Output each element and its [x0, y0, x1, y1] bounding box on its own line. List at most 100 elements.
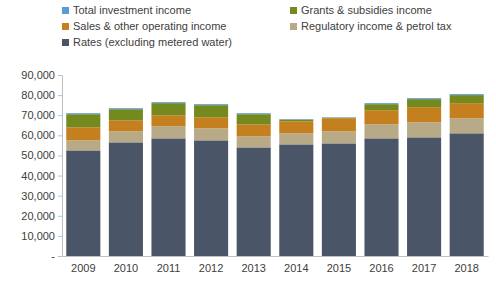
x-tick-label: 2010 — [114, 262, 138, 274]
x-tick-label: 2015 — [327, 262, 351, 274]
bar — [322, 131, 356, 143]
y-tick-label: 20,000 — [21, 210, 55, 222]
y-tick-label: 30,000 — [21, 190, 55, 202]
x-tick-label: 2017 — [412, 262, 436, 274]
bar — [66, 114, 100, 127]
bar — [364, 124, 398, 138]
series — [66, 95, 483, 127]
y-tick: 10,000 — [21, 230, 62, 242]
bar — [279, 121, 313, 133]
y-tick: 40,000 — [21, 170, 62, 182]
bar — [322, 117, 356, 118]
y-tick-mark — [58, 75, 62, 76]
bar — [151, 126, 185, 138]
x-tick: 2015 — [327, 262, 351, 274]
bar — [279, 120, 313, 122]
x-tick-label: 2014 — [284, 262, 308, 274]
y-tick-mark — [58, 256, 62, 257]
x-tick-label: 2018 — [454, 262, 478, 274]
bar — [109, 120, 143, 131]
y-tick-label: 50,000 — [21, 149, 55, 161]
bar — [109, 108, 143, 109]
bar — [66, 127, 100, 140]
bar — [364, 138, 398, 256]
y-tick: 70,000 — [21, 109, 62, 121]
bar — [450, 95, 484, 103]
bar — [109, 142, 143, 256]
x-tick: 2018 — [454, 262, 478, 274]
bar — [407, 137, 441, 256]
y-tick-mark — [58, 135, 62, 136]
x-tick-label: 2011 — [157, 262, 181, 274]
series — [66, 94, 483, 120]
legend: Total investment incomeGrants & subsidie… — [62, 4, 452, 48]
y-tick-mark — [58, 196, 62, 197]
legend-label: Regulatory income & petrol tax — [301, 20, 452, 32]
x-tick: 2010 — [114, 262, 138, 274]
bar — [407, 122, 441, 137]
y-tick: 90,000 — [21, 69, 62, 81]
y-tick-label: 90,000 — [21, 69, 55, 81]
bar — [194, 140, 228, 256]
bar — [450, 133, 484, 256]
y-tick-mark — [58, 95, 62, 96]
bar — [151, 115, 185, 126]
y-tick-mark — [58, 115, 62, 116]
bar — [151, 138, 185, 256]
bars — [66, 94, 483, 256]
bar — [194, 104, 228, 105]
chart: - 10,000 20,000 30,000 40,000 50,000 60,000 70,… — [0, 0, 496, 292]
y-tick-label: 70,000 — [21, 109, 55, 121]
x-tick: 2011 — [157, 262, 181, 274]
bar — [237, 113, 271, 114]
bar — [66, 150, 100, 256]
y-tick-label: - — [51, 250, 55, 262]
bar — [407, 98, 441, 99]
bar — [151, 103, 185, 115]
legend-swatch — [290, 7, 297, 14]
x-tick: 2013 — [241, 262, 265, 274]
series — [66, 118, 483, 150]
y-tick-mark — [58, 155, 62, 156]
legend-swatch — [62, 23, 69, 30]
bar — [237, 136, 271, 147]
y-tick: 50,000 — [21, 149, 62, 161]
series — [66, 103, 483, 140]
bar — [109, 109, 143, 120]
bar — [109, 131, 143, 142]
bar — [450, 118, 484, 133]
x-tick: 2012 — [199, 262, 223, 274]
series — [66, 133, 483, 256]
legend-swatch — [290, 23, 297, 30]
bar — [322, 143, 356, 256]
x-tick-label: 2013 — [241, 262, 265, 274]
x-axis-line — [63, 256, 489, 257]
y-tick: 30,000 — [21, 190, 62, 202]
bar — [450, 94, 484, 95]
legend-swatch — [62, 7, 69, 14]
bar — [364, 103, 398, 104]
y-tick: - — [51, 250, 62, 262]
legend-item: Regulatory income & petrol tax — [290, 20, 452, 32]
y-tick-label: 40,000 — [21, 170, 55, 182]
bar — [279, 133, 313, 144]
x-tick-label: 2009 — [71, 262, 95, 274]
bar — [151, 102, 185, 103]
x-axis: 2009201020112012201320142015201620172018 — [63, 257, 489, 274]
legend-item: Rates (excluding metered water) — [62, 36, 232, 48]
y-tick: 80,000 — [21, 89, 62, 101]
bar — [407, 107, 441, 122]
bar — [450, 103, 484, 118]
y-tick: 60,000 — [21, 129, 62, 141]
y-axis: - 10,000 20,000 30,000 40,000 50,000 60,000 70,… — [21, 69, 62, 262]
bar — [279, 144, 313, 256]
legend-label: Grants & subsidies income — [301, 4, 432, 16]
legend-label: Rates (excluding metered water) — [73, 36, 232, 48]
y-tick-mark — [58, 176, 62, 177]
bar — [66, 113, 100, 114]
bar — [194, 117, 228, 128]
y-tick-mark — [58, 236, 62, 237]
legend-swatch — [62, 39, 69, 46]
y-tick-mark — [58, 216, 62, 217]
bar — [364, 104, 398, 110]
